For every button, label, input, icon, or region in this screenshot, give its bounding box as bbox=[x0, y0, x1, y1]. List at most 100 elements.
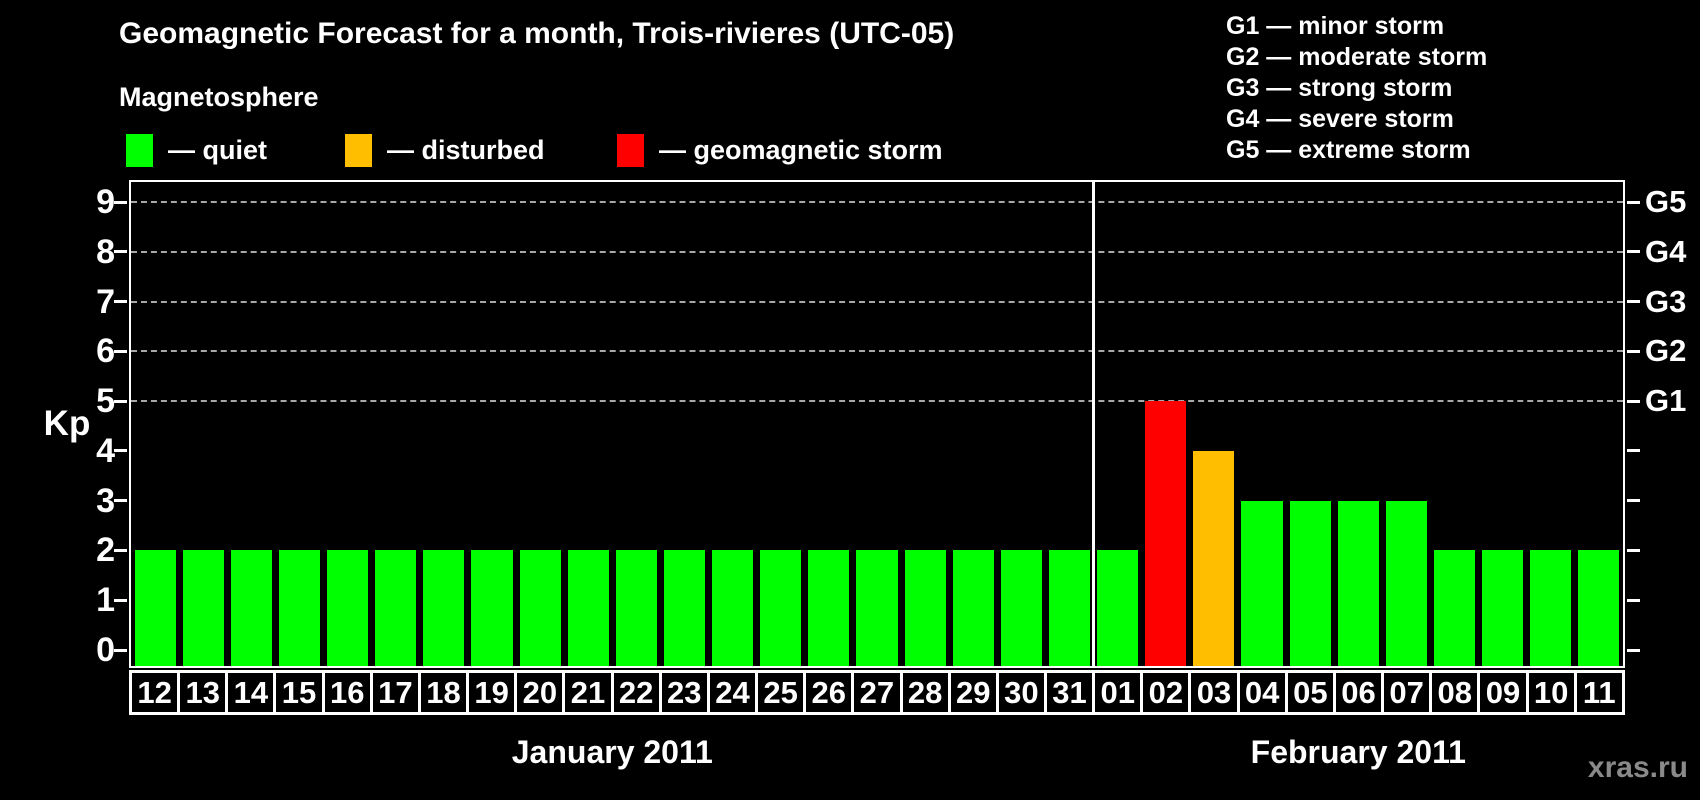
kp-bar bbox=[1385, 500, 1427, 666]
y-axis-tick bbox=[114, 598, 127, 602]
kp-bar bbox=[134, 550, 176, 666]
g-axis-label: G1 bbox=[1645, 383, 1687, 419]
legend-item-label: — quiet bbox=[168, 134, 267, 165]
day-label-cell: 24 bbox=[706, 670, 759, 715]
kp-bar bbox=[278, 550, 320, 666]
grid-line bbox=[131, 350, 1623, 353]
right-axis-tick bbox=[1627, 499, 1640, 503]
day-label-cell: 01 bbox=[1092, 670, 1144, 715]
legend-item-quiet: — quiet bbox=[126, 133, 267, 167]
day-label-cell: 17 bbox=[369, 670, 421, 715]
kp-bar bbox=[1241, 500, 1283, 666]
day-label-cell: 25 bbox=[755, 670, 807, 715]
day-label-cell: 27 bbox=[851, 670, 903, 715]
kp-bar bbox=[808, 550, 850, 666]
y-tick-label: 8 bbox=[96, 232, 115, 271]
kp-bar bbox=[519, 550, 561, 666]
day-label-cell: 04 bbox=[1236, 670, 1288, 715]
day-label-cell: 14 bbox=[225, 670, 277, 715]
kp-bar bbox=[760, 550, 802, 666]
right-axis-tick bbox=[1627, 449, 1640, 453]
g-legend-line-g4: G4 — severe storm bbox=[1226, 105, 1454, 133]
grid-line bbox=[131, 201, 1623, 203]
y-tick-label: 2 bbox=[96, 531, 115, 570]
g-axis-label: G5 bbox=[1645, 184, 1687, 219]
kp-bar bbox=[1000, 550, 1042, 666]
y-tick-label: 9 bbox=[96, 183, 115, 221]
kp-bar bbox=[1337, 500, 1379, 666]
y-axis-tick bbox=[114, 449, 127, 453]
kp-bar bbox=[230, 550, 272, 666]
disturbed-color-swatch bbox=[345, 133, 372, 167]
day-label-cell: 12 bbox=[129, 670, 181, 715]
kp-bar bbox=[1433, 550, 1476, 666]
kp-bar bbox=[904, 550, 946, 666]
kp-bar bbox=[856, 550, 898, 666]
day-label-cell: 16 bbox=[321, 670, 373, 715]
y-axis-title: Kp bbox=[43, 404, 91, 443]
y-tick-label: 7 bbox=[96, 282, 115, 321]
kp-bar bbox=[1145, 401, 1187, 666]
kp-bar bbox=[1578, 550, 1620, 666]
day-label-cell: 05 bbox=[1284, 670, 1336, 715]
right-axis-tick bbox=[1627, 598, 1640, 602]
page-title: Geomagnetic Forecast for a month, Trois-… bbox=[119, 17, 955, 50]
kp-bar bbox=[327, 550, 369, 666]
g-scale-legend: G1 — minor storm G2 — moderate storm G3 … bbox=[1226, 11, 1487, 166]
storm-color-swatch bbox=[617, 133, 644, 167]
month-separator bbox=[1092, 182, 1096, 666]
kp-bar bbox=[1289, 500, 1331, 666]
day-label-cell: 11 bbox=[1573, 670, 1625, 715]
y-axis-tick bbox=[114, 300, 127, 304]
day-label-cell: 18 bbox=[417, 670, 470, 715]
day-label-cell: 08 bbox=[1429, 670, 1481, 715]
g-axis-label: G4 bbox=[1645, 233, 1687, 269]
y-tick-label: 0 bbox=[96, 631, 115, 669]
g-legend-line-g1: G1 — minor storm bbox=[1226, 12, 1445, 40]
kp-bar bbox=[712, 550, 754, 666]
day-label-cell: 19 bbox=[466, 670, 518, 715]
day-label-cell: 28 bbox=[899, 670, 951, 715]
kp-bar bbox=[375, 550, 417, 666]
kp-bar bbox=[1193, 450, 1235, 666]
day-label-cell: 21 bbox=[562, 670, 614, 715]
right-axis-tick bbox=[1627, 300, 1640, 304]
day-label-cell: 15 bbox=[273, 670, 325, 715]
y-axis-tick bbox=[114, 499, 127, 503]
y-tick-label: 6 bbox=[96, 332, 115, 371]
legend-item-storm: — geomagnetic storm bbox=[617, 133, 943, 167]
g-legend-line-g3: G3 — strong storm bbox=[1226, 74, 1453, 102]
kp-bar bbox=[423, 550, 465, 666]
day-label-cell: 31 bbox=[1043, 670, 1096, 715]
g-legend-line-g5: G5 — extreme storm bbox=[1226, 136, 1471, 164]
kp-bar bbox=[952, 550, 994, 666]
grid-line bbox=[131, 400, 1623, 403]
y-axis-tick bbox=[114, 548, 127, 552]
right-axis-tick bbox=[1627, 399, 1640, 403]
g-axis-label: G3 bbox=[1645, 283, 1687, 319]
day-label-cell: 06 bbox=[1332, 670, 1385, 715]
day-label-cell: 26 bbox=[803, 670, 855, 715]
kp-bar bbox=[1048, 550, 1091, 666]
legend-item-label: — geomagnetic storm bbox=[659, 134, 943, 165]
day-label-cell: 29 bbox=[947, 670, 999, 715]
quiet-color-swatch bbox=[126, 133, 153, 167]
kp-bar bbox=[1482, 550, 1524, 666]
x-axis-day-row: 12 13 14 15 16 17 18 19 20 21 22 23 24 25 26 27 28 29 30 31… bbox=[129, 670, 1625, 715]
right-axis-tick bbox=[1627, 648, 1640, 652]
y-axis-tick bbox=[114, 250, 127, 254]
legend-item-disturbed: — disturbed bbox=[345, 133, 545, 167]
kp-bar bbox=[1097, 550, 1139, 666]
right-axis-tick bbox=[1627, 250, 1640, 254]
y-tick-label: 1 bbox=[96, 581, 115, 620]
day-label-cell: 02 bbox=[1140, 670, 1192, 715]
month-label: February 2011 bbox=[1250, 734, 1466, 770]
day-label-cell: 20 bbox=[514, 670, 566, 715]
legend-item-label: — disturbed bbox=[387, 134, 545, 165]
day-label-cell: 09 bbox=[1477, 670, 1529, 715]
y-axis-tick bbox=[114, 200, 127, 204]
y-axis-tick bbox=[114, 349, 127, 353]
plot-area bbox=[114, 180, 1640, 668]
day-label-cell: 13 bbox=[177, 670, 229, 715]
kp-bar bbox=[471, 550, 513, 666]
